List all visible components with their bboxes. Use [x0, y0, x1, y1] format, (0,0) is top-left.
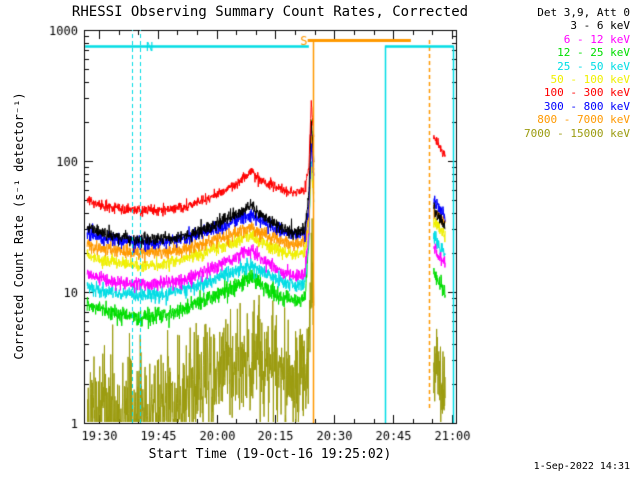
legend-entry: 300 - 800 keV [543, 99, 630, 113]
x-axis-label: Start Time (19-Oct-16 19:25:02) [148, 447, 392, 462]
legend-title: Det 3,9, Att 0 [537, 6, 630, 19]
legend-entry: 6 - 12 keV [563, 32, 630, 46]
legend-entry: 7000 - 15000 keV [524, 126, 630, 140]
chart-title: RHESSI Observing Summary Count Rates, Co… [71, 4, 469, 20]
legend-entry: 25 - 50 keV [557, 59, 630, 73]
legend-entry: 50 - 100 keV [550, 73, 630, 87]
y-axis-label: Corrected Count Rate (s⁻¹ detector⁻¹) [12, 92, 26, 360]
legend-entry: 3 - 6 keV [570, 19, 630, 33]
legend-entry: 100 - 300 keV [543, 86, 630, 100]
legend-entries: 3 - 6 keV 6 - 12 keV 12 - 25 keV 25 - 50 ke… [524, 19, 630, 140]
creation-timestamp: 1-Sep-2022 14:31 [533, 461, 630, 472]
legend-entry: 12 - 25 keV [557, 46, 630, 60]
legend: Det 3,9, Att 0 3 - 6 keV 6 - 12 keV 12 - 2… [524, 6, 630, 140]
legend-entry: 800 - 7000 keV [537, 113, 630, 127]
